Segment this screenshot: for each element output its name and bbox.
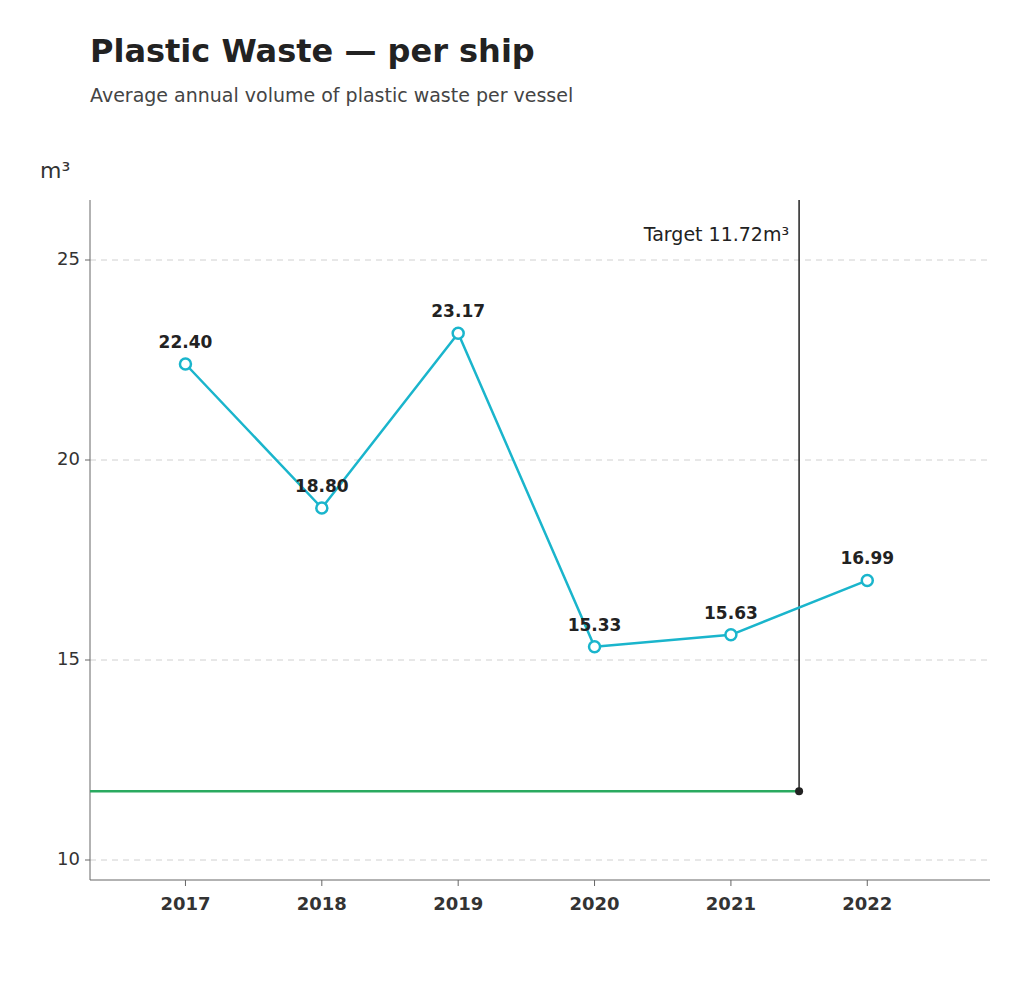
x-tick [594, 880, 595, 886]
data-label: 23.17 [431, 301, 485, 321]
data-label: 18.80 [295, 476, 349, 496]
target-line [90, 790, 799, 793]
x-tick [458, 880, 459, 886]
y-tick [85, 460, 90, 461]
y-axis-label: m³ [40, 158, 70, 183]
y-axis-line [90, 200, 91, 880]
x-tick-label: 2017 [160, 893, 210, 914]
y-tick-label: 25 [57, 248, 80, 269]
data-label: 15.63 [704, 603, 758, 623]
x-axis-line [90, 880, 990, 881]
marker [725, 629, 736, 640]
chart: Plastic Waste — per ship Average annual v… [0, 0, 1024, 981]
marker [180, 359, 191, 370]
target-vertical-line [798, 200, 800, 791]
x-tick-label: 2020 [569, 893, 619, 914]
grid [90, 260, 990, 860]
x-tick-label: 2022 [842, 893, 892, 914]
marker [316, 503, 327, 514]
data-label: 15.33 [568, 615, 622, 635]
x-tick [321, 880, 322, 886]
marker [862, 575, 873, 586]
y-tick [85, 860, 90, 861]
grid-line [90, 860, 990, 861]
y-tick [85, 660, 90, 661]
grid-line [90, 260, 990, 261]
y-tick [85, 260, 90, 261]
grid-line [90, 660, 990, 661]
y-tick-label: 10 [57, 848, 80, 869]
target-dot [795, 787, 803, 795]
x-tick-label: 2018 [297, 893, 347, 914]
plot-area [90, 200, 873, 795]
data-label: 16.99 [840, 548, 894, 568]
subtitle: Average annual volume of plastic waste p… [90, 84, 573, 106]
x-tick [730, 880, 731, 886]
line [185, 333, 867, 647]
x-tick-label: 2019 [433, 893, 483, 914]
x-tick-label: 2021 [706, 893, 756, 914]
x-tick [867, 880, 868, 886]
target-label: Target 11.72m³ [643, 223, 789, 245]
y-tick-label: 15 [57, 648, 80, 669]
marker [453, 328, 464, 339]
data-label: 22.40 [159, 332, 213, 352]
y-tick-label: 20 [57, 448, 80, 469]
grid-line [90, 460, 990, 461]
marker [589, 641, 600, 652]
title: Plastic Waste — per ship [90, 32, 535, 70]
x-tick [185, 880, 186, 886]
